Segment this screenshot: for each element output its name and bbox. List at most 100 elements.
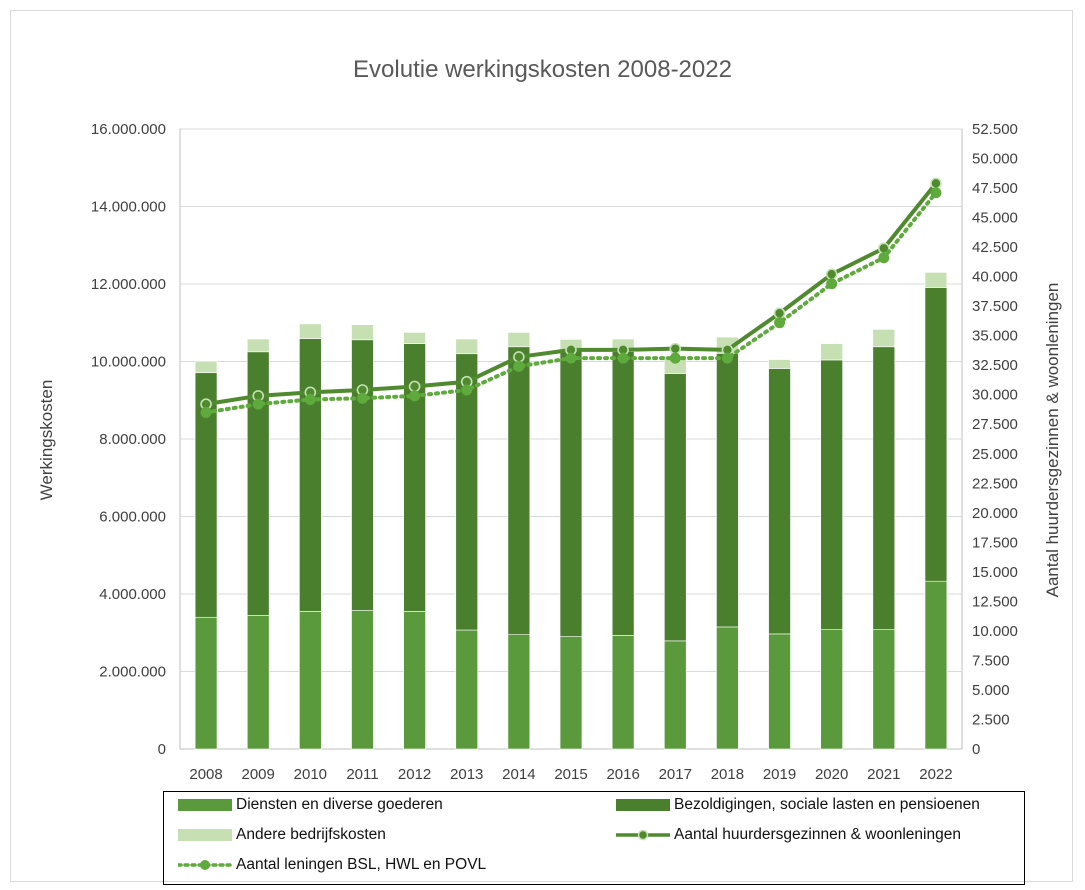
y2-tick-label: 15.000 <box>972 564 1018 581</box>
legend-marker-huurdersgezinnen <box>616 829 670 841</box>
x-tick-label: 2021 <box>867 766 900 783</box>
bar-segment-3 <box>351 324 374 341</box>
point-leningen <box>669 352 681 364</box>
y2-tick-label: 25.000 <box>972 446 1018 463</box>
y2-tick-label: 12.500 <box>972 593 1018 610</box>
x-tick-label: 2017 <box>659 766 692 783</box>
y2-tick-label: 7.500 <box>972 652 1010 669</box>
y-tick-label: 10.000.000 <box>91 354 166 371</box>
legend-label-andere: Andere bedrijfskosten <box>236 826 386 843</box>
bar-segment-2 <box>820 359 843 630</box>
point-leningen <box>774 317 786 329</box>
legend-label-bezoldigingen: Bezoldigingen, sociale lasten en pensioe… <box>674 796 980 813</box>
bar-segment-1 <box>403 611 426 750</box>
y-tick-label: 6.000.000 <box>99 509 166 526</box>
y2-tick-label: 47.500 <box>972 180 1018 197</box>
y2-tick-label: 10.000 <box>972 623 1018 640</box>
x-tick-label: 2009 <box>242 766 275 783</box>
point-leningen <box>356 392 368 404</box>
legend-item-leningen: Aantal leningen BSL, HWL en POVL <box>178 856 486 874</box>
x-tick-label: 2014 <box>502 766 535 783</box>
chart-legend: Diensten en diverse goederen Bezoldiging… <box>163 791 1025 885</box>
y-tick-label: 12.000.000 <box>91 276 166 293</box>
bar-segment-3 <box>872 329 896 348</box>
bar-segment-2 <box>559 350 583 637</box>
x-tick-label: 2008 <box>189 766 222 783</box>
legend-item-bezoldigingen: Bezoldigingen, sociale lasten en pensioe… <box>616 796 980 814</box>
legend-label-leningen: Aantal leningen BSL, HWL en POVL <box>236 856 487 873</box>
point-leningen <box>461 384 473 396</box>
point-huurdersgezinnen <box>669 342 682 355</box>
x-tick-label: 2018 <box>711 766 744 783</box>
y2-tick-label: 35.000 <box>972 328 1018 345</box>
bar-segment-1 <box>351 609 374 750</box>
legend-label-diensten: Diensten en diverse goederen <box>236 796 443 813</box>
x-tick-label: 2015 <box>554 766 587 783</box>
legend-swatch-bezoldigingen <box>616 799 670 811</box>
legend-marker-leningen <box>178 860 232 870</box>
bar-segment-3 <box>194 360 218 374</box>
bar-segment-2 <box>351 339 374 611</box>
legend-swatch-diensten <box>178 799 232 811</box>
chart-title: Evolutie werkingskosten 2008-2022 <box>353 56 732 83</box>
y-tick-label: 8.000.000 <box>99 431 166 448</box>
y2-tick-label: 0 <box>972 741 980 758</box>
point-leningen <box>721 352 733 364</box>
bar-segment-1 <box>768 633 791 750</box>
y2-tick-label: 5.000 <box>972 682 1010 699</box>
bar-segment-3 <box>455 338 478 355</box>
bar-segment-2 <box>924 287 948 582</box>
x-tick-label: 2010 <box>294 766 327 783</box>
chart-plot: 0 2.000.000 4.000.000 6.000.000 8.000.000 10.… <box>37 121 1062 783</box>
x-tick-label: 2022 <box>919 766 952 783</box>
bar-segment-1 <box>716 626 739 750</box>
y2-tick-label: 45.000 <box>972 210 1018 227</box>
bar-segment-2 <box>768 368 791 635</box>
bar-segment-1 <box>872 629 896 750</box>
point-huurdersgezinnen <box>773 307 786 320</box>
bar-segment-2 <box>716 353 739 628</box>
y2-axis-title: Aantal huurdersgezinnen & woonleningen <box>1043 283 1062 598</box>
y2-tick-label: 27.500 <box>972 416 1018 433</box>
y2-tick-label: 42.500 <box>972 239 1018 256</box>
x-tick-label: 2011 <box>346 766 378 783</box>
bar-segment-1 <box>559 636 583 750</box>
point-leningen <box>826 278 838 290</box>
y-axis-title: Werkingskosten <box>37 380 56 501</box>
bar-segment-3 <box>403 332 426 344</box>
legend-swatch-andere <box>178 829 232 841</box>
bar-segment-3 <box>507 332 531 348</box>
y2-tick-label: 17.500 <box>972 534 1018 551</box>
chart-frame <box>10 10 1073 882</box>
legend-item-huurdersgezinnen: Aantal huurdersgezinnen & woonleningen <box>616 826 961 844</box>
point-huurdersgezinnen <box>930 177 942 190</box>
bar-segment-1 <box>194 616 218 750</box>
legend-item-andere: Andere bedrijfskosten <box>178 826 386 844</box>
y-tick-label: 0 <box>158 741 166 758</box>
bar-segment-2 <box>611 351 635 636</box>
bar-segment-1 <box>611 635 635 750</box>
x-tick-label: 2019 <box>763 766 796 783</box>
legend-label-huurdersgezinnen: Aantal huurdersgezinnen & woonleningen <box>674 826 961 843</box>
y-tick-label: 2.000.000 <box>99 664 166 681</box>
point-leningen <box>930 187 942 199</box>
point-huurdersgezinnen <box>825 268 838 281</box>
point-leningen <box>252 398 264 410</box>
point-leningen <box>409 390 421 402</box>
point-leningen <box>617 352 629 364</box>
bar-segment-1 <box>455 629 478 750</box>
legend-item-diensten: Diensten en diverse goederen <box>178 796 443 814</box>
y2-tick-label: 32.500 <box>972 357 1018 374</box>
x-tick-label: 2013 <box>450 766 483 783</box>
y-tick-label: 16.000.000 <box>91 121 166 138</box>
bar-segment-2 <box>664 373 687 642</box>
y2-tick-label: 22.500 <box>972 475 1018 492</box>
y-tick-label: 4.000.000 <box>99 586 166 603</box>
x-tick-label: 2020 <box>815 766 848 783</box>
y2-tick-label: 20.000 <box>972 505 1018 522</box>
point-leningen <box>513 360 525 372</box>
x-tick-label: 2012 <box>398 766 431 783</box>
bar-segment-1 <box>299 611 322 750</box>
bar-segment-3 <box>924 272 948 288</box>
y2-tick-label: 37.500 <box>972 298 1018 315</box>
